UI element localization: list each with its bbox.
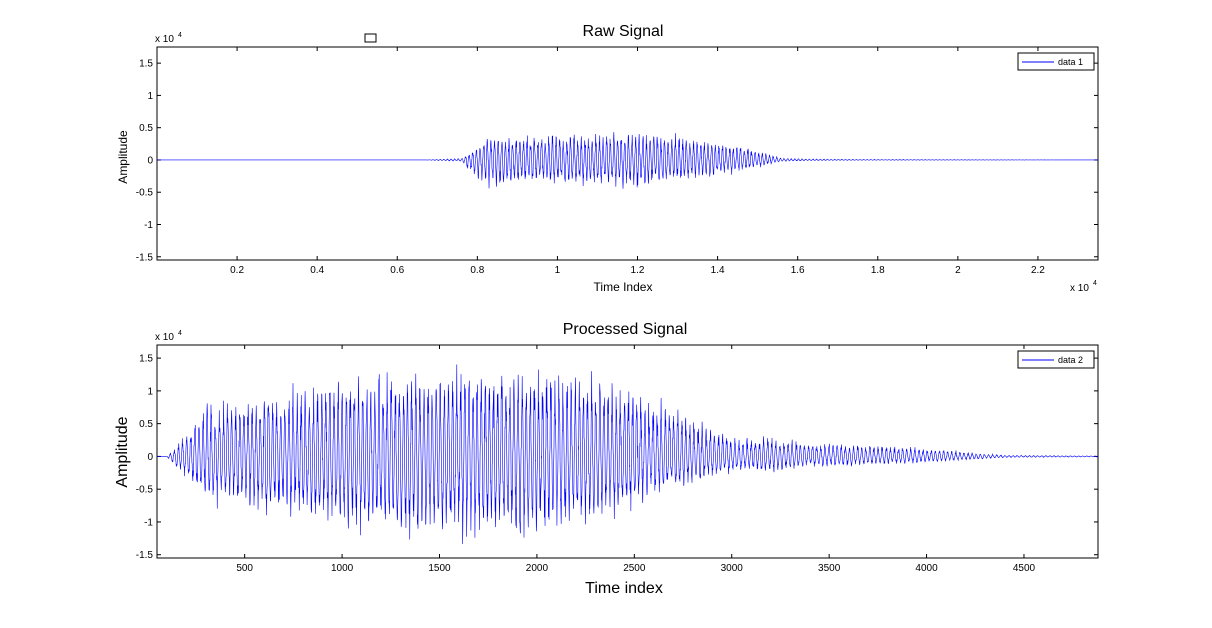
y-axis-label: Amplitude [116,130,130,184]
y-tick-label: 1 [147,386,153,397]
legend-entry: data 2 [1058,355,1083,365]
y-tick-label: 0 [147,452,153,463]
x-tick-label: 2.2 [1031,265,1045,276]
x-axis-label: Time Index [594,280,653,294]
x-tick-label: 0.8 [470,265,484,276]
y-tick-label: -1.5 [136,252,154,263]
x-tick-label: 2000 [526,563,549,574]
x-tick-label: 1.2 [631,265,645,276]
processed-signal-line [157,364,1099,544]
x-exponent-power: 4 [1093,280,1097,287]
y-exponent-power: 4 [178,32,182,39]
x-tick-label: 1.4 [711,265,725,276]
x-tick-label: 4500 [1013,563,1036,574]
x-tick-label: 1000 [331,563,354,574]
x-tick-label: 0.2 [230,265,244,276]
x-tick-label: 1 [555,265,561,276]
y-exponent-base: x 10 [155,332,174,343]
y-exponent-base: x 10 [155,34,174,45]
y-tick-label: 1.5 [139,59,153,70]
x-tick-label: 0.6 [390,265,404,276]
small-marker-box [364,33,377,43]
legend[interactable]: data 2 [1017,350,1095,369]
raw-signal-axes: 0.2 0.4 0.6 0.8 1 1.2 1.4 1.6 1.8 2 2.2 -1.5 -1 -0.5… [116,23,1099,294]
y-tick-label: -0.5 [136,485,154,496]
y-tick-label: 0.5 [139,419,153,430]
x-tick-label: 3000 [721,563,744,574]
y-tick-label: 0.5 [139,123,153,134]
x-exponent-label: x 10 4 [1070,280,1097,294]
y-tick-label: -1.5 [136,550,154,561]
legend-box [1017,52,1095,71]
x-tick-label: 4000 [915,563,938,574]
x-exponent-base: x 10 [1070,283,1089,294]
y-tick-label: -1 [144,220,153,231]
y-exponent-label: x 10 4 [155,330,182,343]
x-tick-label: 2500 [623,563,646,574]
x-tick-label: 1.8 [871,265,885,276]
x-tick-label: 1.6 [791,265,805,276]
legend-box [1017,350,1095,369]
legend[interactable]: data 1 [1017,52,1095,71]
y-exponent-power: 4 [178,330,182,337]
legend-entry: data 1 [1058,57,1083,67]
y-tick-label: 1 [147,91,153,102]
y-tick-label: 1.5 [139,354,153,365]
processed-signal-axes: 500 1000 1500 2000 2500 3000 3500 4000 4500 -1.5… [114,321,1099,597]
x-tick-label: 0.4 [310,265,324,276]
raw-signal-line [157,132,1098,189]
x-ticks: 0.2 0.4 0.6 0.8 1 1.2 1.4 1.6 1.8 2 2.2 [230,47,1045,276]
y-tick-label: -0.5 [136,188,154,199]
y-exponent-label: x 10 4 [155,32,182,45]
x-tick-label: 1500 [428,563,451,574]
y-tick-label: -1 [144,517,153,528]
y-axis-label: Amplitude [114,416,131,487]
y-tick-label: 0 [147,155,153,166]
x-tick-label: 500 [236,563,253,574]
chart-title: Raw Signal [583,23,664,40]
x-tick-label: 3500 [818,563,841,574]
x-tick-label: 2 [955,265,961,276]
x-axis-label: Time index [585,580,663,597]
chart-title: Processed Signal [563,321,688,338]
x-ticks: 500 1000 1500 2000 2500 3000 3500 4000 4500 [236,345,1036,574]
